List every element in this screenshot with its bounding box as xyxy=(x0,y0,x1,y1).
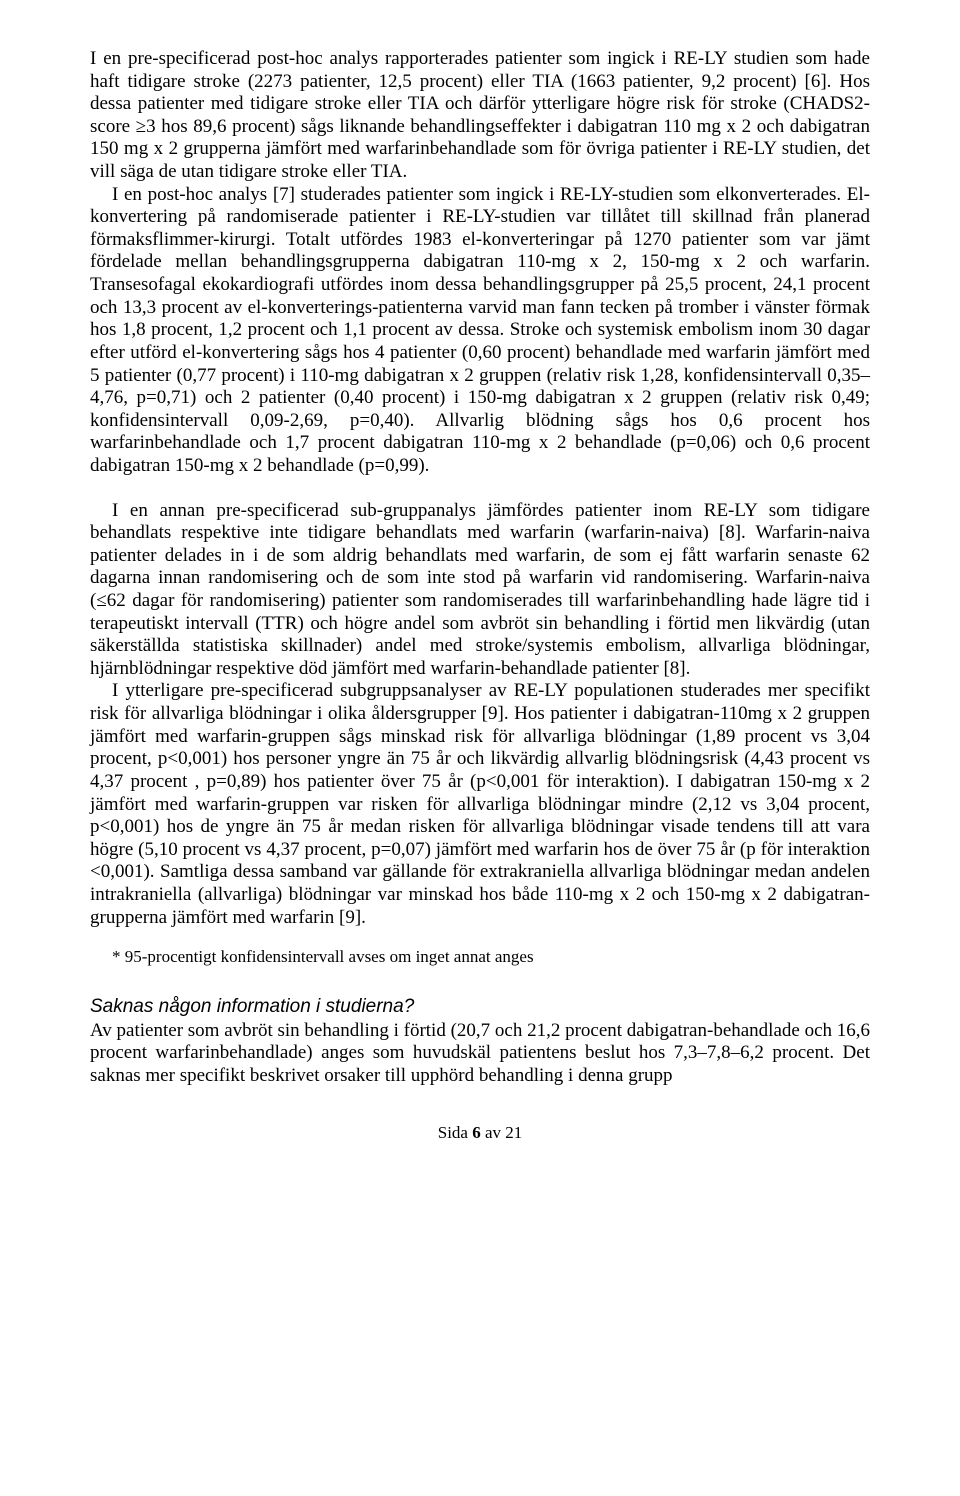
footer-page-number: 6 xyxy=(472,1123,481,1142)
footer-prefix: Sida xyxy=(438,1123,472,1142)
paragraph-4: I ytterligare pre-specificerad subgrupps… xyxy=(90,680,870,929)
paragraph-gap xyxy=(90,478,870,500)
footer-suffix: av 21 xyxy=(481,1123,523,1142)
paragraph-3: I en annan pre-specificerad sub-gruppana… xyxy=(90,500,870,681)
paragraph-1: I en pre-specificerad post-hoc analys ra… xyxy=(90,48,870,184)
paragraph-2: I en post-hoc analys [7] studerades pati… xyxy=(90,184,870,478)
footnote: * 95-procentigt konfidensintervall avses… xyxy=(90,947,870,967)
section-heading: Saknas någon information i studierna? xyxy=(90,996,870,1018)
page-footer: Sida 6 av 21 xyxy=(90,1123,870,1143)
paragraph-5: Av patienter som avbröt sin behandling i… xyxy=(90,1020,870,1088)
